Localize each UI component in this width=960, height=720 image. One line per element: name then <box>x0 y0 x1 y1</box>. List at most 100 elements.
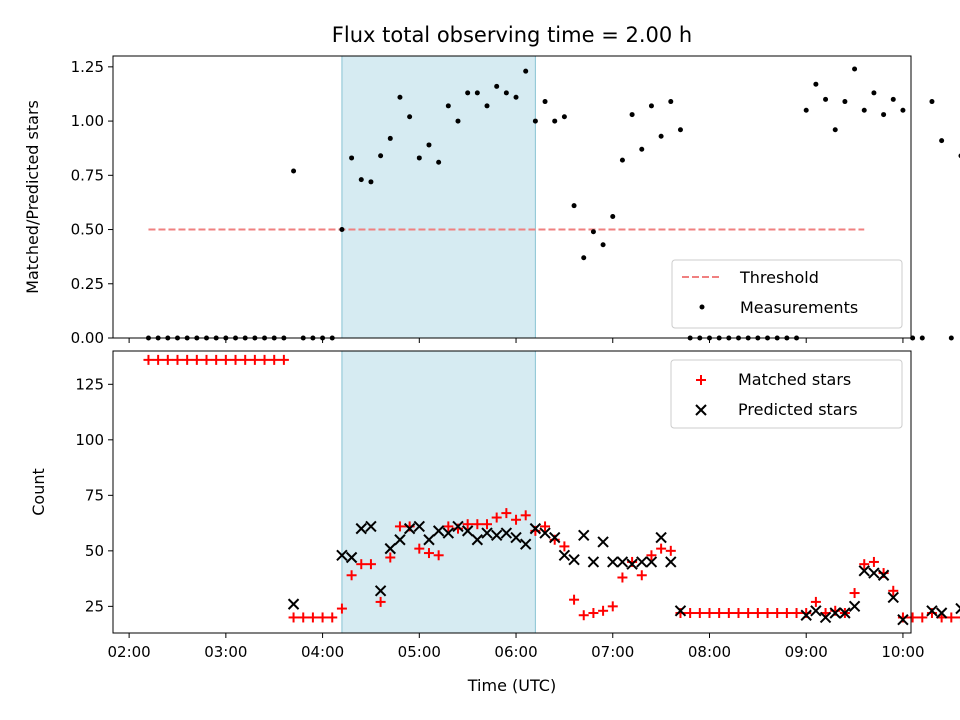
measurement-point <box>397 94 403 100</box>
measurement-point <box>581 255 587 261</box>
matched-star-point <box>772 608 783 619</box>
predicted-star-point <box>442 527 455 539</box>
bottom-y-tick-label: 100 <box>75 431 104 449</box>
matched-star-point <box>482 519 493 530</box>
matched-star-point <box>423 548 434 559</box>
matched-star-point <box>462 519 473 530</box>
measurement-point <box>523 68 529 74</box>
legend-measurements-label: Measurements <box>740 298 858 317</box>
predicted-star-point <box>819 611 832 624</box>
bottom-y-axis-label: Count <box>29 468 48 516</box>
predicted-star-point <box>626 558 638 570</box>
measurement-point <box>358 177 364 183</box>
top-axes-frame <box>112 55 912 339</box>
top-legend: Threshold Measurements <box>671 259 903 329</box>
measurement-point <box>600 242 606 248</box>
matched-star-point <box>598 605 609 616</box>
predicted-star-point <box>877 569 890 581</box>
measurement-point <box>416 155 422 161</box>
predicted-star-point <box>636 556 648 568</box>
matched-star-point <box>733 608 744 619</box>
matched-star-point <box>714 608 725 619</box>
bottom-ticks: 02:00 03:00 04:00 05:00 06:00 07:00 08:00 09:00… <box>75 375 924 661</box>
predicted-star-point <box>868 567 880 579</box>
matched-star-point <box>540 521 551 532</box>
predicted-star-point <box>452 520 464 533</box>
measurement-point <box>503 90 509 96</box>
measurement-point <box>552 118 558 124</box>
matched-star-point <box>201 354 212 365</box>
predicted-star-point <box>800 609 812 621</box>
predicted-star-point <box>336 549 348 561</box>
matched-star-point <box>162 354 173 365</box>
matched-star-point <box>288 612 299 623</box>
measurement-point <box>494 83 500 89</box>
matched-star-point <box>385 552 396 563</box>
measurement-point <box>881 112 887 118</box>
matched-star-point <box>259 354 270 365</box>
measurement-point <box>658 133 664 139</box>
matched-star-point <box>511 514 522 525</box>
bottom-y-tick-label: 125 <box>75 375 104 393</box>
matched-star-point <box>743 608 754 619</box>
predicted-star-point <box>539 527 551 539</box>
measurement-point <box>542 99 548 105</box>
measurement-point <box>590 229 596 235</box>
matched-star-point <box>240 354 251 365</box>
bottom-axes-frame <box>112 350 912 634</box>
predicted-star-point <box>355 522 367 535</box>
matched-star-point <box>946 612 957 623</box>
matched-star-point <box>578 610 589 621</box>
x-axis-label: Time (UTC) <box>467 676 556 695</box>
predicted-star-point <box>529 522 542 535</box>
legend-matched-marker <box>696 375 706 385</box>
measurement-point <box>852 66 858 72</box>
measurement-point <box>832 127 838 133</box>
matched-star-point <box>859 559 870 570</box>
matched-star-point <box>781 608 792 619</box>
measurement-point <box>436 159 442 165</box>
matched-star-point <box>278 354 289 365</box>
measurement-point <box>677 127 683 133</box>
measurement-point <box>842 99 848 105</box>
measurement-point <box>339 227 345 233</box>
matched-star-point <box>868 556 879 567</box>
matched-star-point <box>520 510 531 521</box>
x-tick-label: 08:00 <box>688 643 731 661</box>
bottom-observing-window <box>341 350 536 634</box>
matched-star-point <box>888 585 899 596</box>
predicted-star-point <box>510 531 522 544</box>
predicted-star-point <box>607 556 619 568</box>
top-panel: 0.00 0.25 0.50 0.75 1.00 1.25 Matched/Predict… <box>23 55 960 347</box>
predicted-star-point <box>810 605 822 617</box>
legend-predicted-label: Predicted stars <box>738 400 858 419</box>
predicted-star-point <box>558 549 571 561</box>
top-y-tick-label: 1.25 <box>71 58 104 76</box>
measurement-point <box>823 96 829 102</box>
measurement-point <box>871 90 877 96</box>
predicted-star-point <box>374 585 387 597</box>
x-tick-label: 03:00 <box>204 643 247 661</box>
matched-star-point <box>394 521 405 532</box>
x-tick-label: 02:00 <box>108 643 151 661</box>
predicted-star-point <box>432 525 445 537</box>
measurement-point <box>445 103 451 109</box>
matched-star-point <box>153 354 164 365</box>
measurement-point <box>639 146 645 152</box>
predicted-star-point <box>568 554 580 566</box>
bottom-panel: 02:00 03:00 04:00 05:00 06:00 07:00 08:00 09:00… <box>29 350 960 661</box>
matched-star-point <box>220 354 231 365</box>
predicted-star-point <box>490 529 503 542</box>
predicted-star-point <box>413 520 426 533</box>
legend-matched-label: Matched stars <box>738 370 851 389</box>
bottom-y-tick-label: 50 <box>85 542 104 560</box>
predicted-star-point <box>481 527 493 539</box>
predicted-star-point <box>461 525 474 537</box>
matched-star-point <box>182 354 193 365</box>
matched-star-point <box>656 543 667 554</box>
predicted-star-point <box>926 605 938 617</box>
bottom-legend: Matched stars Predicted stars <box>670 359 903 429</box>
matched-star-point <box>143 354 154 365</box>
measurement-point <box>890 96 896 102</box>
